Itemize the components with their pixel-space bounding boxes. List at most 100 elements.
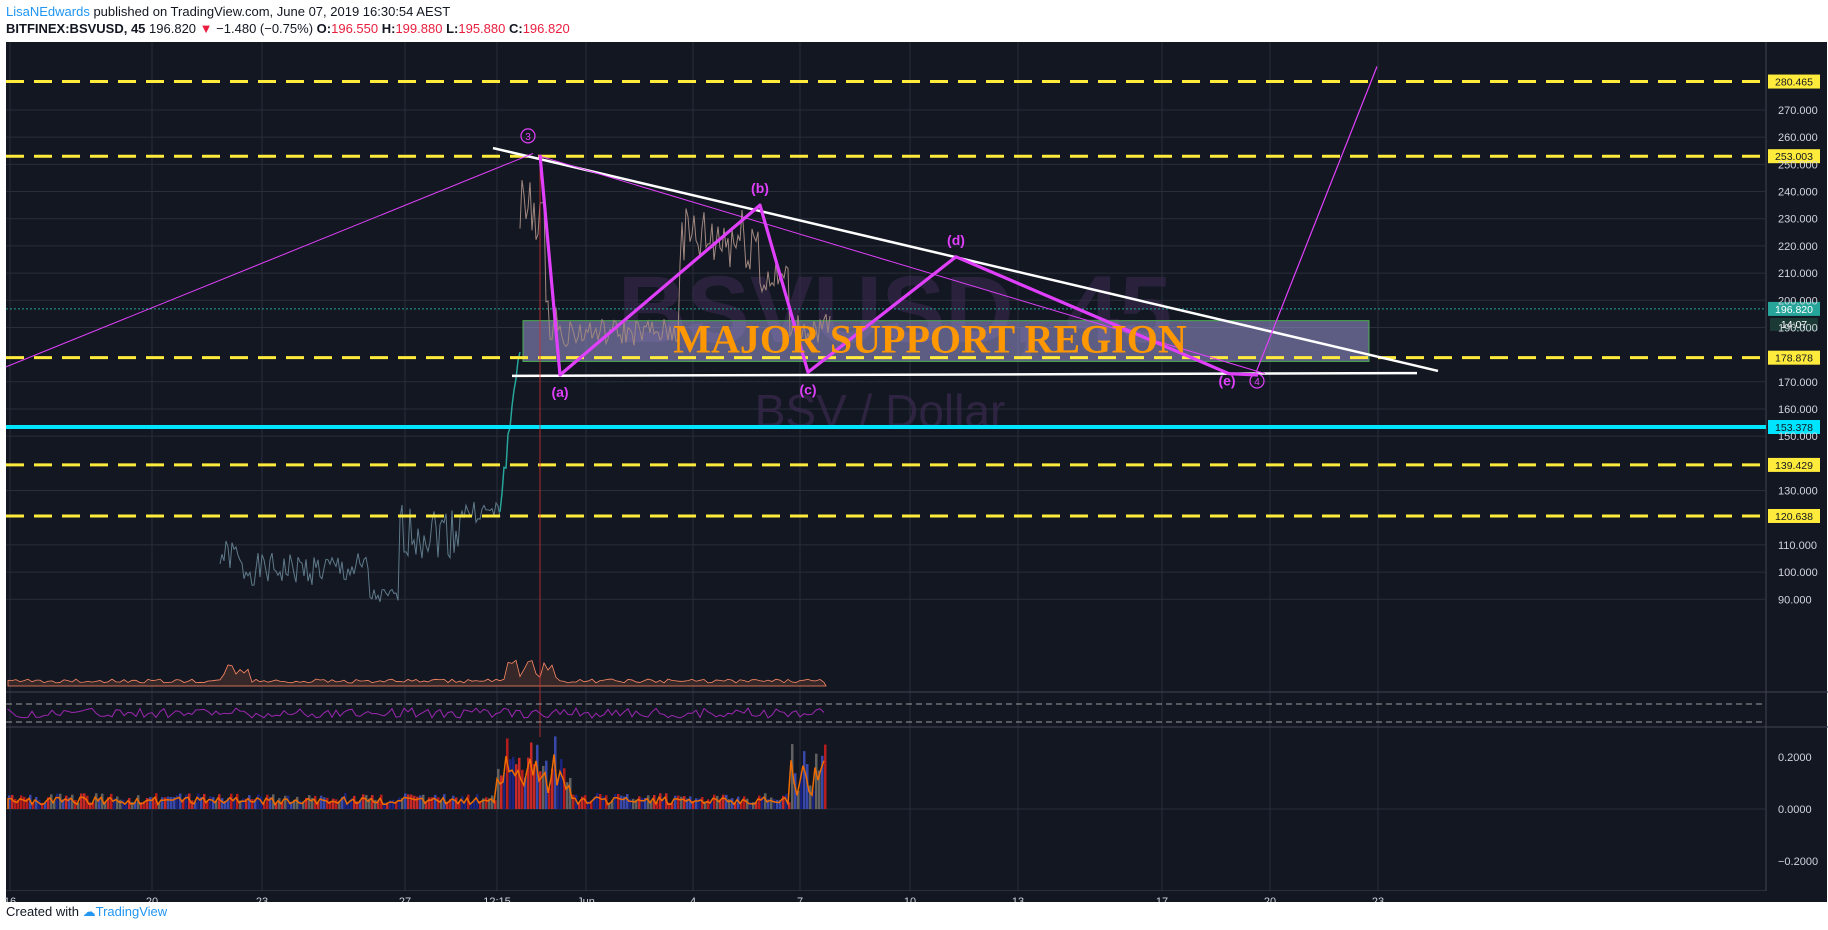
osc-bar bbox=[80, 793, 83, 809]
osc-bar bbox=[488, 798, 491, 809]
last-price-tag bbox=[1768, 301, 1820, 316]
osc-bar bbox=[194, 802, 197, 809]
x-tick-label: 13 bbox=[1012, 896, 1024, 902]
tradingview-logo-icon: ☁ bbox=[82, 904, 96, 919]
osc-bar bbox=[752, 802, 755, 809]
osc-bar bbox=[197, 793, 200, 809]
low-value: 195.880 bbox=[458, 21, 506, 36]
osc-bar bbox=[599, 793, 602, 809]
osc-bar bbox=[722, 794, 725, 809]
osc-bar bbox=[671, 802, 674, 809]
rsi-line bbox=[7, 707, 825, 719]
osc-bar bbox=[521, 769, 524, 809]
osc-bar bbox=[587, 801, 590, 809]
osc-bar bbox=[431, 797, 434, 809]
osc-bar bbox=[257, 794, 260, 809]
y-tick-label: 160.000 bbox=[1778, 404, 1818, 416]
osc-bar bbox=[41, 802, 44, 809]
osc-bar bbox=[440, 799, 443, 809]
osc-bar bbox=[425, 801, 428, 809]
osc-bar bbox=[341, 796, 344, 809]
osc-bar bbox=[779, 800, 782, 809]
osc-bar bbox=[326, 797, 329, 809]
osc-bar bbox=[239, 800, 242, 809]
osc-bar bbox=[758, 795, 761, 809]
osc-bar bbox=[740, 801, 743, 809]
osc-bar bbox=[329, 801, 332, 809]
osc-bar bbox=[407, 794, 410, 809]
osc-bar bbox=[629, 798, 632, 809]
osc-bar bbox=[416, 796, 419, 809]
osc-bar bbox=[89, 802, 92, 809]
osc-bar bbox=[818, 770, 821, 809]
x-tick-label: 4 bbox=[690, 896, 696, 902]
created-with-label: Created with bbox=[6, 904, 79, 919]
last-price-text: 196.820 bbox=[1775, 304, 1813, 316]
low-label: L: bbox=[446, 21, 459, 36]
osc-bar bbox=[428, 797, 431, 809]
osc-bar bbox=[26, 798, 29, 809]
osc-bar bbox=[542, 765, 545, 809]
osc-bar bbox=[113, 798, 116, 809]
y-tick-label: 130.000 bbox=[1778, 486, 1818, 498]
osc-bar bbox=[320, 795, 323, 809]
wave-labels: 3 (a) (b) (c) (d) (e) 4 bbox=[520, 128, 1265, 400]
author-link[interactable]: LisaNEdwards bbox=[6, 4, 90, 19]
osc-bar bbox=[614, 794, 617, 809]
osc-bar bbox=[716, 795, 719, 809]
osc-bar bbox=[56, 793, 59, 809]
osc-bar bbox=[338, 801, 341, 809]
osc-bar bbox=[800, 771, 803, 809]
osc-bar bbox=[68, 797, 71, 809]
x-tick-label: 27 bbox=[399, 896, 411, 902]
tradingview-link[interactable]: TradingView bbox=[95, 904, 168, 919]
osc-bar bbox=[482, 798, 485, 809]
osc-bar bbox=[398, 797, 401, 809]
osc-bar bbox=[806, 764, 809, 809]
osc-bar bbox=[128, 797, 131, 809]
osc-bar bbox=[419, 795, 422, 809]
osc-bar bbox=[500, 775, 503, 809]
osc-bar bbox=[395, 801, 398, 809]
osc-bar bbox=[788, 802, 791, 809]
y-axis-ticks: 270.000 260.000 250.000 240.000 230.000 220.0… bbox=[1778, 105, 1818, 606]
osc-bar bbox=[269, 797, 272, 809]
range-price-line bbox=[519, 180, 831, 348]
osc-bar bbox=[695, 798, 698, 809]
osc-bar bbox=[635, 799, 638, 809]
x-axis-ticks: 16 20 23 27 12:15 Jun 4 7 10 13 17 20 23 bbox=[4, 896, 1384, 902]
osc-bar bbox=[23, 796, 26, 809]
osc-bar bbox=[518, 757, 521, 809]
y-tick-label: 150.000 bbox=[1778, 431, 1818, 443]
horizontal-levels: 280.465 253.003 178.878 153.378 139.429 120.6… bbox=[6, 74, 1820, 523]
level-price-tag bbox=[1768, 149, 1820, 164]
osc-bar bbox=[317, 802, 320, 809]
osc-bar bbox=[356, 801, 359, 809]
y-tick-label: 220.000 bbox=[1778, 241, 1818, 253]
osc-bar bbox=[74, 800, 77, 809]
osc-bar bbox=[110, 793, 113, 809]
osc-bar bbox=[557, 777, 560, 809]
osc-bar bbox=[641, 798, 644, 809]
last-price: 196.820 bbox=[149, 21, 197, 36]
osc-bar bbox=[392, 799, 395, 809]
osc-bar bbox=[791, 744, 794, 809]
osc-bar bbox=[179, 793, 182, 809]
y-tick-label: 210.000 bbox=[1778, 268, 1818, 280]
level-price-text: 280.465 bbox=[1775, 77, 1813, 89]
y-tick-label: 230.000 bbox=[1778, 214, 1818, 226]
osc-bar bbox=[512, 757, 515, 809]
symbol-label[interactable]: BITFINEX:BSVUSD, 45 bbox=[6, 21, 146, 36]
osc-bar bbox=[620, 795, 623, 809]
publish-info: published on TradingView.com, June 07, 2… bbox=[93, 4, 451, 19]
osc-bar bbox=[263, 802, 266, 809]
osc-bar bbox=[209, 796, 212, 809]
osc-bar bbox=[710, 800, 713, 809]
osc-bar bbox=[767, 799, 770, 809]
osc-bar bbox=[662, 797, 665, 809]
osc-bar bbox=[656, 801, 659, 809]
osc-bar bbox=[53, 800, 56, 809]
osc-bar bbox=[452, 795, 455, 809]
wave-label: (b) bbox=[751, 180, 769, 196]
